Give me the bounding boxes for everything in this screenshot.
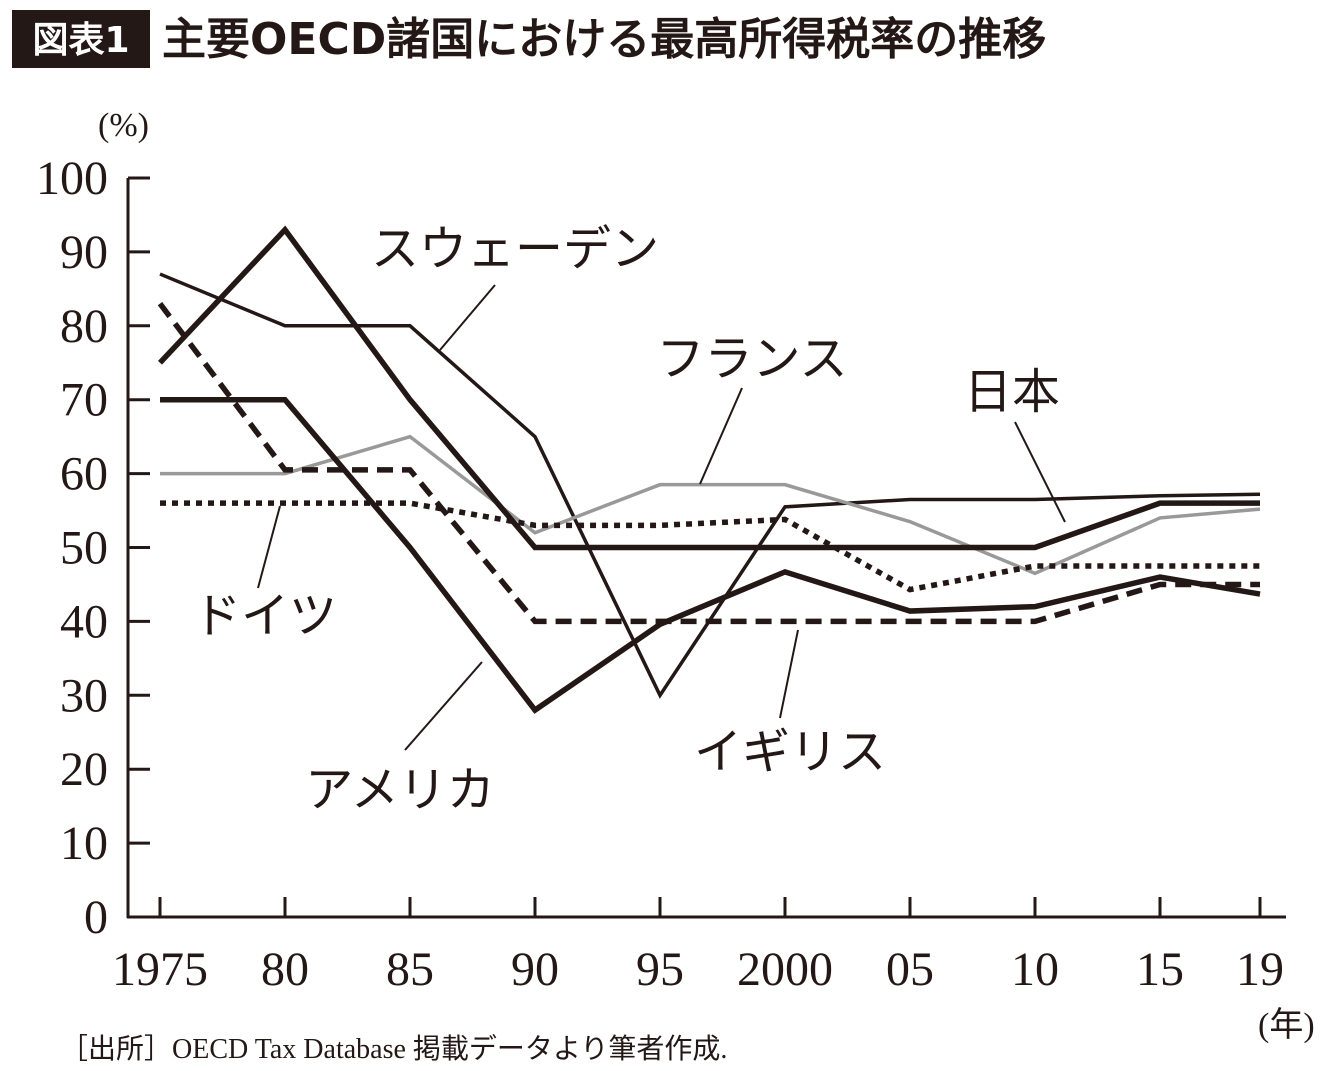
series-line: [160, 434, 1261, 576]
series-label: イギリス: [694, 726, 886, 779]
leader-line: [1014, 421, 1066, 523]
series-label: アメリカ: [305, 764, 495, 817]
x-tick-label: 19: [1236, 943, 1284, 996]
y-tick-label: 100: [36, 152, 108, 205]
y-tick-label: 90: [60, 226, 108, 279]
title-tag-box: [12, 10, 150, 68]
leader-line: [257, 505, 281, 589]
series-label: フランス: [656, 333, 847, 386]
x-tick-label: 85: [386, 943, 434, 996]
y-tick-label: 80: [60, 300, 108, 353]
title-tag: 図表1: [32, 20, 129, 61]
leader-line: [439, 284, 496, 351]
y-tick-label: 0: [84, 891, 108, 944]
y-tick-label: 40: [60, 595, 108, 648]
x-tick-label: 2000: [737, 943, 833, 996]
x-tick-label: 10: [1011, 943, 1059, 996]
x-axis-label: (年): [1258, 1006, 1315, 1044]
series-line: [160, 396, 1261, 714]
chart-title: 主要OECD諸国における最高所得税率の推移: [162, 14, 1046, 65]
leader-line: [699, 387, 743, 485]
leader-line: [404, 661, 483, 751]
x-tick-label: 05: [886, 943, 934, 996]
x-tick-label: 90: [511, 943, 559, 996]
source-note: ［出所］OECD Tax Database 掲載データより筆者作成.: [60, 1033, 727, 1065]
x-tick-label: 1975: [112, 943, 208, 996]
series-line: [160, 500, 1260, 593]
series-line: [157, 225, 1260, 551]
y-tick-label: 70: [60, 374, 108, 427]
leader-line: [779, 629, 799, 719]
x-tick-label: 80: [261, 943, 309, 996]
x-tick-label: 15: [1136, 943, 1184, 996]
series-label: スウェーデン: [371, 223, 659, 276]
y-tick-label: 30: [60, 669, 108, 722]
y-tick-label: 60: [60, 448, 108, 501]
series-label: 日本: [964, 366, 1060, 419]
series-label: ドイツ: [193, 590, 337, 643]
y-tick-label: 20: [60, 743, 108, 796]
y-tick-label: 50: [60, 522, 108, 575]
x-tick-label: 95: [636, 943, 684, 996]
y-tick-label: 10: [60, 817, 108, 870]
y-axis-label: (%): [98, 107, 149, 144]
